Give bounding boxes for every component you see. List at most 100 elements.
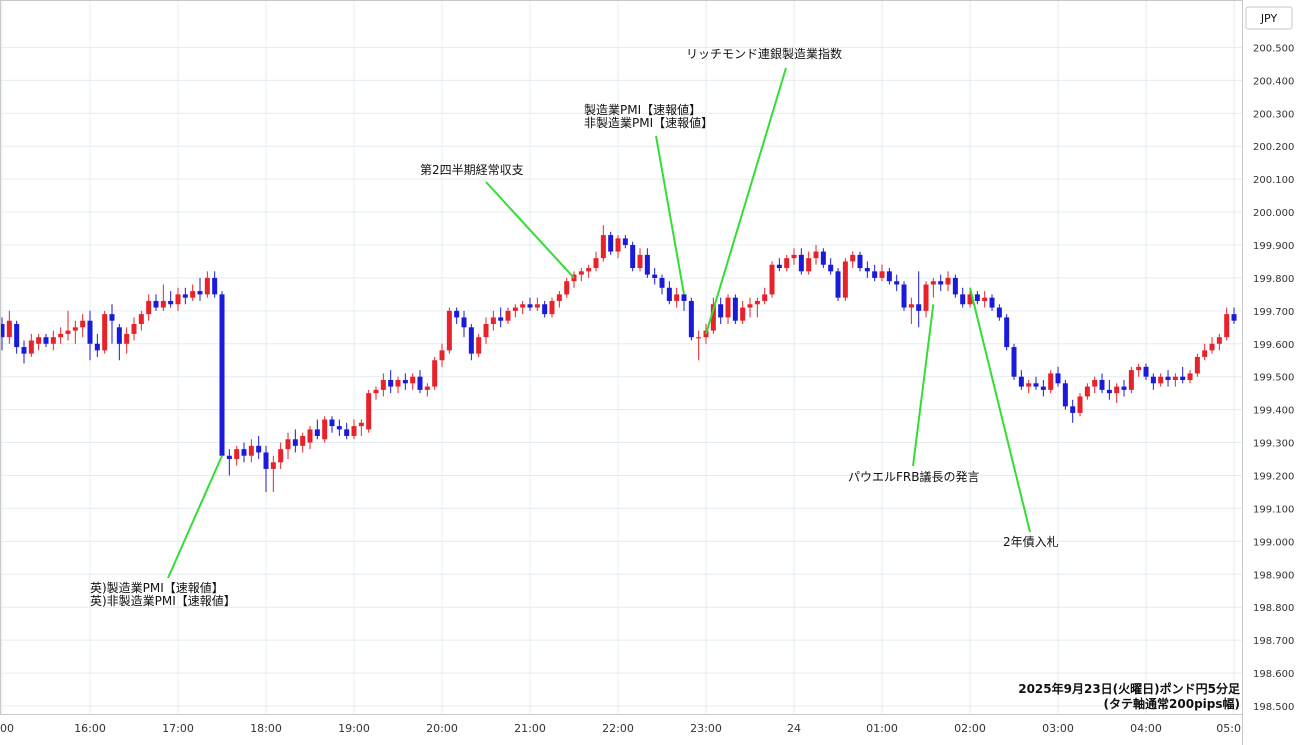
currency-badge [1245, 6, 1293, 30]
candle-up [512, 304, 518, 318]
candle-body [417, 376, 423, 390]
candle-body [1121, 386, 1127, 390]
candle-body [388, 379, 394, 387]
candle-up [146, 294, 152, 321]
annotation-label: 製造業PMI【速報値】 [584, 102, 701, 117]
candle-down [1040, 379, 1046, 397]
candle-body [322, 419, 328, 440]
candle-body [138, 314, 144, 325]
candle-up [36, 333, 42, 351]
candle-body [1150, 376, 1156, 384]
candle-body [556, 294, 562, 301]
candle-down [732, 294, 738, 325]
candle-body [1011, 347, 1017, 377]
candle-body [1040, 386, 1046, 390]
candle-down [901, 281, 907, 311]
candle-body [351, 426, 357, 436]
candle-up [1216, 333, 1222, 351]
candle-down [1150, 373, 1156, 390]
candle-up [879, 264, 885, 282]
candle-down [718, 297, 724, 325]
candle-up [710, 297, 716, 334]
y-tick-label: 200.300 [1253, 109, 1294, 120]
candle-up [945, 271, 951, 292]
candle-up [124, 327, 130, 354]
annotation-label: 英)製造業PMI【速報値】 [90, 580, 224, 595]
y-tick-label: 200.400 [1253, 76, 1294, 87]
candle-body [278, 449, 284, 463]
candle-body [256, 445, 262, 453]
candle-body [87, 320, 93, 344]
x-tick-label: 22:00 [602, 722, 634, 735]
x-tick-label: 23:00 [690, 722, 722, 735]
candle-body [248, 445, 254, 456]
candle-down [1011, 343, 1017, 380]
candle-down [828, 258, 834, 275]
candle-up [740, 300, 746, 325]
candle-down [1231, 307, 1237, 325]
candle-body [864, 268, 870, 272]
candle-body [94, 343, 100, 351]
candle-down [168, 291, 174, 308]
annotation: 製造業PMI【速報値】非製造業PMI【速報値】 [584, 102, 713, 295]
candle-up [1202, 343, 1208, 361]
candle-up [410, 373, 416, 390]
candle-up [490, 310, 496, 331]
candle-body [6, 320, 12, 338]
candle-body [1231, 314, 1237, 321]
candle-body [14, 324, 20, 348]
candle-body [43, 337, 49, 344]
candle-down [402, 373, 408, 390]
candle-body [0, 324, 5, 338]
candle-up [351, 419, 357, 440]
candle-body [1172, 376, 1178, 380]
candle-up [505, 307, 511, 325]
x-tick-label: 04:00 [1130, 722, 1162, 735]
candle-down [527, 297, 533, 311]
candle-body [828, 264, 834, 272]
candle-body [842, 261, 848, 298]
candle-down [894, 274, 900, 292]
candle-body [1026, 383, 1032, 387]
x-tick-label: 21:00 [514, 722, 546, 735]
y-tick-label: 199.400 [1253, 406, 1294, 417]
candle-up [1077, 393, 1083, 417]
candle-down [857, 251, 863, 272]
candle-up [1187, 370, 1193, 384]
candle-down [1106, 379, 1112, 400]
candle-down [1018, 370, 1024, 390]
candle-body [197, 291, 203, 295]
candle-body [50, 337, 56, 344]
candle-body [534, 304, 540, 308]
candle-body [212, 277, 218, 295]
candle-up [967, 291, 973, 308]
candle-body [1202, 350, 1208, 357]
candle-body [292, 439, 298, 446]
candle-up [322, 416, 328, 443]
candle-down [461, 310, 467, 338]
candle-body [718, 304, 724, 318]
candle-body [1048, 373, 1054, 390]
candle-body [923, 284, 929, 311]
candle-body [952, 277, 958, 295]
candle-up [72, 320, 78, 344]
candle-down [116, 324, 122, 361]
candle-down [1004, 314, 1010, 351]
candle-down [798, 248, 804, 275]
candle-body [850, 254, 856, 262]
candle-body [681, 294, 687, 301]
candle-down [94, 333, 100, 357]
candle-up [28, 333, 34, 357]
candle-up [1172, 373, 1178, 387]
annotation-label: 英)非製造業PMI【速報値】 [90, 593, 236, 608]
candle-down [820, 248, 826, 269]
candle-body [989, 297, 995, 308]
candle-up [1084, 383, 1090, 400]
x-tick-label: 05:0 [1216, 722, 1241, 735]
candle-body [109, 314, 115, 321]
y-tick-label: 199.000 [1253, 537, 1294, 548]
candle-down [835, 268, 841, 301]
candle-up [190, 284, 196, 301]
candle-body [366, 393, 372, 430]
annotation-label: 非製造業PMI【速報値】 [584, 115, 713, 130]
